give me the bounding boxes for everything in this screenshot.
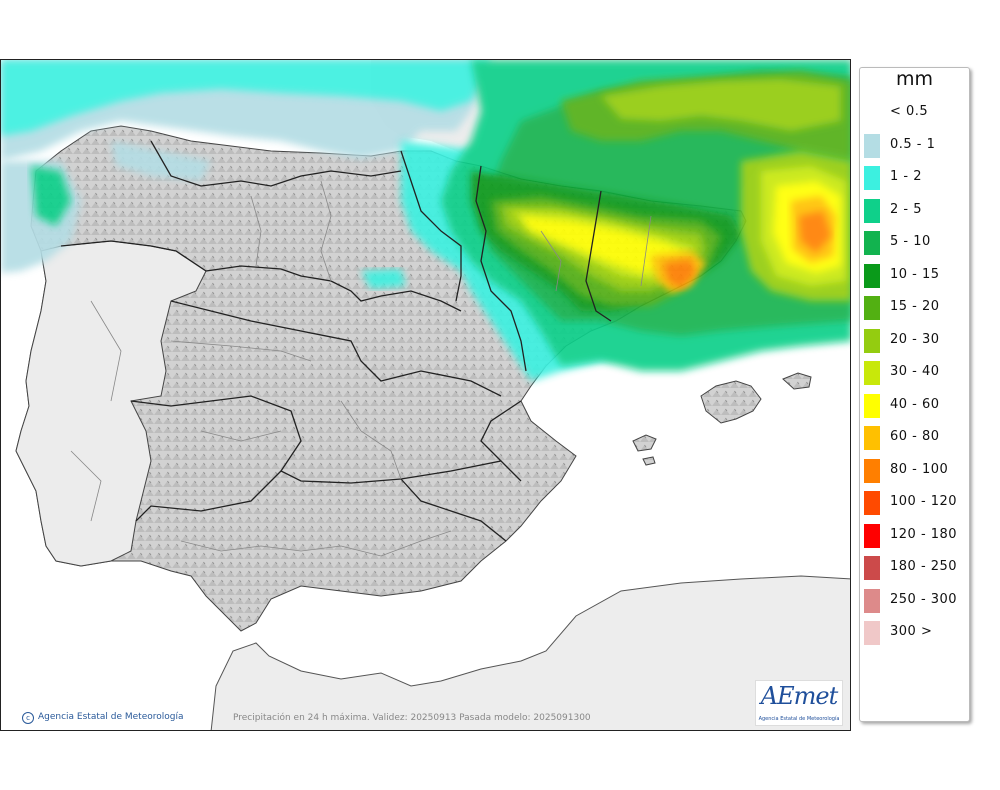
- legend-label: 1 - 2: [890, 169, 922, 184]
- legend-item: 2 - 5: [860, 198, 969, 223]
- copyright-icon: c: [22, 712, 34, 724]
- legend-label: 80 - 100: [890, 461, 949, 477]
- legend-item: 20 - 30: [860, 328, 969, 353]
- legend-swatch: [864, 491, 880, 515]
- legend-item: 30 - 40: [860, 361, 969, 385]
- legend-label: 20 - 30: [890, 331, 940, 347]
- legend-unit: mm: [895, 68, 934, 90]
- legend-label: 40 - 60: [890, 396, 940, 412]
- legend-label: 15 - 20: [890, 299, 940, 314]
- legend-item: 180 - 250: [860, 556, 969, 580]
- legend-swatch: [864, 523, 880, 548]
- legend-swatch: [864, 393, 880, 418]
- legend-label: 250 - 300: [890, 591, 958, 607]
- mallorca-land: [700, 380, 762, 424]
- legend-swatch: [864, 328, 880, 353]
- legend-item: 300 >: [860, 621, 969, 645]
- menorca-land: [782, 372, 812, 390]
- legend-label: 5 - 10: [890, 234, 931, 249]
- legend-swatch: [864, 426, 880, 450]
- map-caption: Precipitación en 24 h máxima. Validez: 2…: [233, 713, 591, 723]
- legend-label: 100 - 120: [890, 494, 958, 509]
- legend-label: 180 - 250: [890, 559, 958, 574]
- legend-label: 60 - 80: [890, 429, 940, 444]
- legend-label: 2 - 5: [890, 201, 922, 217]
- legend-swatch: [864, 458, 880, 483]
- agency-credit: c Agencia Estatal de Meteorología: [22, 712, 184, 724]
- precipitation-overlay: [1, 60, 850, 381]
- legend-item: < 0.5: [860, 101, 969, 121]
- legend-label: 30 - 40: [890, 364, 940, 379]
- legend-panel: mm < 0.5 0.5 - 1 1 - 2 2 - 5 5 - 10 10 - 15 15…: [859, 67, 970, 722]
- legend-swatch: [864, 621, 880, 645]
- legend-swatch: [864, 361, 880, 385]
- aemet-logo-text: AEmet: [760, 682, 838, 710]
- legend-item: 100 - 120: [860, 491, 969, 515]
- north-africa-land: [210, 575, 850, 730]
- precipitation-map: [0, 59, 851, 731]
- legend-item: 1 - 2: [860, 166, 969, 190]
- legend-swatch: [864, 166, 880, 190]
- legend-label: 120 - 180: [890, 526, 958, 542]
- agency-credit-text: Agencia Estatal de Meteorología: [38, 712, 184, 722]
- portugal-land: [15, 240, 207, 567]
- legend-item: 0.5 - 1: [860, 133, 969, 158]
- legend-swatch: [864, 133, 880, 158]
- legend-item: 120 - 180: [860, 523, 969, 548]
- legend-swatch: [864, 198, 880, 223]
- legend-swatch: [864, 556, 880, 580]
- regional-boundaries: [60, 140, 612, 542]
- legend-label: 300 >: [890, 624, 933, 639]
- legend-swatch: [864, 588, 880, 613]
- legend-label: 10 - 15: [890, 266, 940, 282]
- legend-item: 40 - 60: [860, 393, 969, 418]
- formentera-land: [642, 456, 656, 466]
- legend-item: 80 - 100: [860, 458, 969, 483]
- legend-label: 0.5 - 1: [890, 136, 936, 152]
- aemet-logo: AEmet Agencia Estatal de Meteorología: [755, 680, 843, 726]
- legend-item: 10 - 15: [860, 263, 969, 288]
- legend-swatch: [864, 231, 880, 255]
- legend-label: < 0.5: [890, 104, 929, 119]
- legend-item: 5 - 10: [860, 231, 969, 255]
- legend-swatch: [864, 263, 880, 288]
- aemet-logo-subtitle: Agencia Estatal de Meteorología: [758, 716, 840, 722]
- legend-item: 250 - 300: [860, 588, 969, 613]
- legend-swatch: [864, 296, 880, 320]
- provincial-boundaries: [70, 180, 652, 557]
- legend-item: 15 - 20: [860, 296, 969, 320]
- legend-item: 60 - 80: [860, 426, 969, 450]
- ibiza-land: [632, 434, 657, 452]
